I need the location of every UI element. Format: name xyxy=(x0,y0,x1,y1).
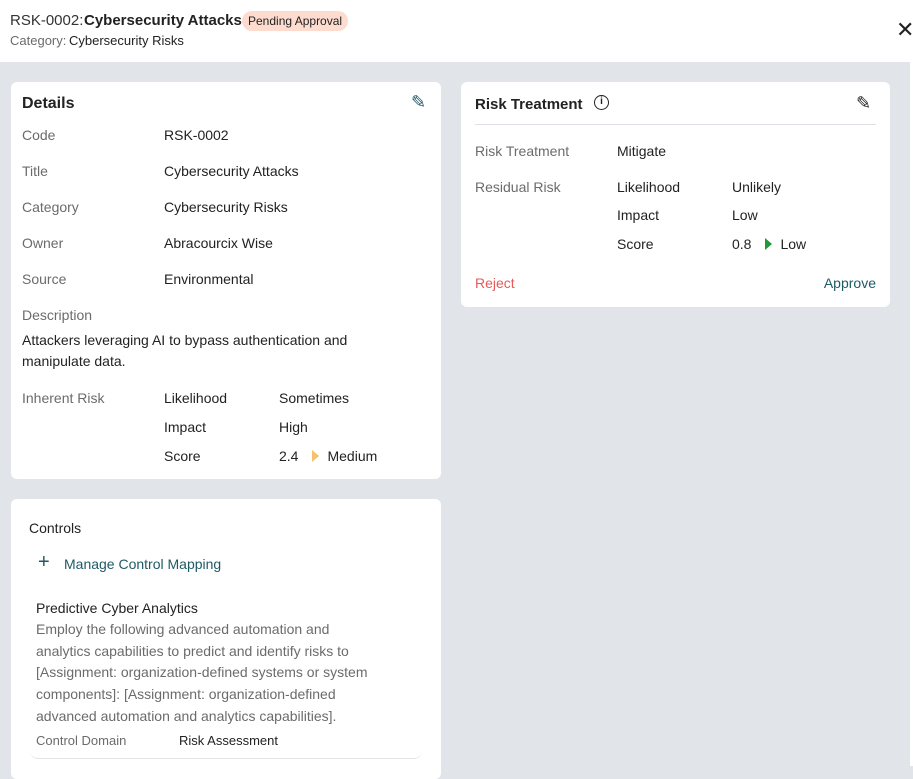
edit-details-icon[interactable]: ✎ xyxy=(411,92,427,112)
risk-code: RSK-0002: xyxy=(10,12,84,29)
plus-icon[interactable]: + xyxy=(38,551,50,573)
page-title: Cybersecurity Attacks xyxy=(84,12,242,29)
score-number: 2.4 xyxy=(279,448,299,464)
risk-treatment-card: Risk Treatment i ✎ Risk Treatment Mitiga… xyxy=(461,82,890,307)
manage-control-mapping-button[interactable]: Manage Control Mapping xyxy=(64,556,222,572)
details-card: Details ✎ Code RSK-0002 Title Cybersecur… xyxy=(11,82,441,479)
control-title: Predictive Cyber Analytics xyxy=(36,600,198,616)
control-description-line: Employ the following advanced automation… xyxy=(36,621,330,637)
title-label: Title xyxy=(22,163,48,179)
description-label: Description xyxy=(22,307,93,323)
page-header: RSK-0002: Cybersecurity Attacks Pending … xyxy=(0,0,913,62)
controls-card: Controls + Manage Control Mapping Predic… xyxy=(11,499,441,779)
category-label: Category: xyxy=(10,33,67,48)
likelihood-label: Likelihood xyxy=(164,390,228,406)
code-label: Code xyxy=(22,127,56,143)
category-label: Category xyxy=(22,199,79,215)
title-value: Cybersecurity Attacks xyxy=(164,163,299,179)
control-description-line: [Assignment: organization-defined system… xyxy=(36,664,368,680)
close-icon[interactable]: ✕ xyxy=(896,17,913,42)
score-number: 0.8 xyxy=(732,236,752,252)
score-label: Score xyxy=(617,236,654,252)
description-line: Attackers leveraging AI to bypass authen… xyxy=(22,332,348,348)
impact-label: Impact xyxy=(617,207,660,223)
details-heading: Details xyxy=(22,95,75,112)
control-domain-label: Control Domain xyxy=(36,733,127,748)
impact-value: Low xyxy=(732,207,758,223)
description-line: manipulate data. xyxy=(22,353,126,369)
score-value: 2.4 Medium xyxy=(279,446,377,466)
scrollbar[interactable] xyxy=(910,62,913,766)
risk-level-triangle-icon xyxy=(765,238,773,251)
approve-button[interactable]: Approve xyxy=(823,275,876,291)
control-description-line: analytics capabilities to predict and id… xyxy=(36,643,349,659)
source-value: Environmental xyxy=(164,271,254,287)
risk-treatment-label: Risk Treatment xyxy=(475,143,570,159)
risk-level: Low xyxy=(780,236,807,252)
score-value: 0.8 Low xyxy=(732,234,806,254)
category-value: Cybersecurity Risks xyxy=(164,199,288,215)
risk-treatment-heading: Risk Treatment xyxy=(475,96,583,113)
residual-risk-label: Residual Risk xyxy=(475,179,561,195)
divider xyxy=(475,124,876,125)
risk-level: Medium xyxy=(327,448,378,464)
risk-level-triangle-icon xyxy=(312,450,320,463)
inherent-risk-label: Inherent Risk xyxy=(22,390,105,406)
owner-label: Owner xyxy=(22,235,64,251)
impact-value: High xyxy=(279,419,308,435)
control-description-line: components]: [Assignment: organization-d… xyxy=(36,686,336,702)
code-value: RSK-0002 xyxy=(164,127,229,143)
category-value: Cybersecurity Risks xyxy=(69,33,184,48)
controls-heading: Controls xyxy=(29,520,82,536)
control-description-line: advanced automation and analytics capabi… xyxy=(36,708,337,724)
info-icon[interactable]: i xyxy=(594,95,609,110)
risk-treatment-value: Mitigate xyxy=(617,143,667,159)
likelihood-label: Likelihood xyxy=(617,179,681,195)
owner-value: Abracourcix Wise xyxy=(164,235,273,251)
likelihood-value: Sometimes xyxy=(279,390,350,406)
source-label: Source xyxy=(22,271,67,287)
reject-button[interactable]: Reject xyxy=(475,275,515,291)
control-item[interactable]: Predictive Cyber Analytics Employ the fo… xyxy=(30,589,422,759)
impact-label: Impact xyxy=(164,419,207,435)
edit-treatment-icon[interactable]: ✎ xyxy=(856,93,872,113)
status-badge: Pending Approval xyxy=(242,11,349,31)
control-domain-value: Risk Assessment xyxy=(179,733,278,748)
score-label: Score xyxy=(164,448,201,464)
likelihood-value: Unlikely xyxy=(732,179,782,195)
